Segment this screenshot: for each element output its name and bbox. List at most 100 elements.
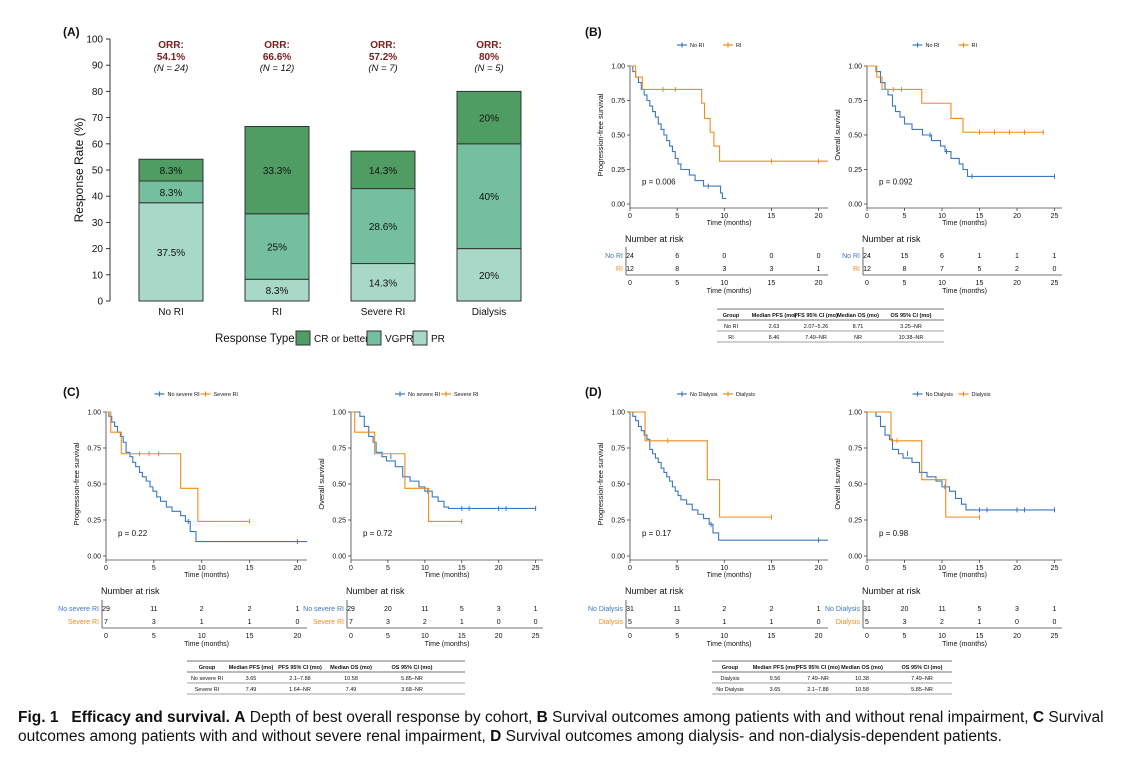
caption-title: Efficacy and survival. — [71, 709, 230, 726]
table-header: PFS 95% CI (mo) — [794, 313, 838, 319]
bar-value-label: 14.3% — [369, 166, 397, 177]
table-header: PFS 95% CI (mo) — [796, 665, 840, 671]
x-axis-title: Time (months) — [707, 220, 752, 227]
bar-value-label: 20% — [479, 271, 499, 282]
table-cell: 8.46 — [769, 335, 780, 341]
table-cell: 9.56 — [770, 676, 781, 682]
table-cell: No severe RI — [191, 676, 224, 682]
bar-value-label: 14.3% — [369, 278, 397, 289]
risk-x-tick-label: 10 — [198, 633, 206, 640]
y-tick-label: 0.50 — [87, 482, 101, 489]
risk-count: 5 — [978, 266, 982, 273]
risk-table-title: Number at risk — [101, 586, 160, 596]
p-value: p = 0.006 — [642, 178, 676, 187]
risk-count: 2 — [200, 606, 204, 613]
risk-count: 29 — [102, 606, 110, 613]
x-tick-label: 5 — [152, 565, 156, 572]
risk-count: 1 — [200, 619, 204, 626]
risk-count: 5 — [628, 619, 632, 626]
x-tick-label: 25 — [1051, 213, 1059, 220]
risk-count: 8 — [675, 266, 679, 273]
y-tick-label: 0.00 — [848, 554, 862, 561]
panel-a-label: (A) — [63, 25, 80, 39]
risk-row-label: No Dialysis — [588, 606, 624, 613]
x-tick-label: 5 — [675, 565, 679, 572]
table-cell: 3.25–NR — [900, 324, 922, 330]
y-axis-title: Overall survival — [317, 458, 326, 510]
y-tick-label: 0.25 — [848, 518, 862, 525]
risk-row-label: Severe RI — [68, 619, 99, 626]
risk-x-tick-label: 15 — [976, 633, 984, 640]
bar-segment — [244, 126, 310, 215]
panel-label: (C) — [63, 385, 80, 399]
km-curve — [867, 65, 1055, 177]
risk-x-tick-label: 0 — [628, 633, 632, 640]
risk-x-tick-label: 20 — [294, 633, 302, 640]
risk-count: 0 — [534, 619, 538, 626]
x-tick-label: No RI — [158, 307, 184, 318]
risk-x-tick-label: 0 — [865, 633, 869, 640]
risk-x-axis-title: Time (months) — [707, 288, 752, 295]
y-tick-label: 0.75 — [611, 98, 625, 105]
risk-count: 7 — [940, 266, 944, 273]
table-header: Group — [722, 665, 739, 671]
bar-segment — [244, 213, 310, 280]
x-tick-label: 5 — [903, 565, 907, 572]
risk-count: 3 — [152, 619, 156, 626]
y-tick-label: 1.00 — [87, 410, 101, 417]
bar-value-label: 8.3% — [160, 188, 183, 199]
x-tick-label: 5 — [675, 213, 679, 220]
risk-count: 0 — [722, 253, 726, 260]
risk-x-tick-label: 20 — [815, 633, 823, 640]
risk-x-axis-title: Time (months) — [184, 641, 229, 648]
risk-table-title: Number at risk — [346, 586, 405, 596]
risk-x-axis-title: Time (months) — [425, 641, 470, 648]
y-tick-label: 0.75 — [611, 446, 625, 453]
legend-label: No severe RI — [168, 392, 201, 398]
table-header: Median OS (mo) — [837, 313, 879, 319]
x-tick-label: 15 — [458, 565, 466, 572]
orr-n: (N = 7) — [368, 63, 397, 74]
risk-x-tick-label: 5 — [386, 633, 390, 640]
risk-count: 20 — [384, 606, 392, 613]
risk-x-tick-label: 10 — [938, 280, 946, 287]
risk-count: 3 — [1015, 606, 1019, 613]
table-cell: 1.64–NR — [289, 687, 311, 693]
risk-count: 24 — [863, 253, 871, 260]
risk-row-label: No severe RI — [58, 606, 99, 613]
risk-count: 2 — [722, 606, 726, 613]
caption-text-a: Depth of best overall response by cohort… — [245, 709, 537, 726]
risk-x-axis-title: Time (months) — [942, 288, 987, 295]
risk-table-title: Number at risk — [862, 234, 921, 244]
risk-count: 2 — [248, 606, 252, 613]
risk-x-tick-label: 25 — [1051, 633, 1059, 640]
x-tick-label: 10 — [720, 213, 728, 220]
orr-head: ORR: — [264, 40, 290, 51]
risk-row-label: No RI — [842, 253, 860, 260]
risk-count: 0 — [497, 619, 501, 626]
table-header: Median OS (mo) — [841, 665, 883, 671]
risk-count: 3 — [386, 619, 390, 626]
caption-text-c: Survival outcomes among patients with an… — [18, 709, 1104, 745]
y-tick-label: 1.00 — [848, 410, 862, 417]
y-tick-label: 70 — [92, 113, 104, 124]
panel-a: (A) 0 10 20 30 40 50 60 70 80 90 100 Response Rate (… — [63, 25, 522, 346]
risk-x-tick-label: 15 — [246, 633, 254, 640]
y-tick-label: 0.75 — [87, 446, 101, 453]
caption-letter-d: D — [490, 728, 502, 745]
bar-value-label: 8.3% — [160, 166, 183, 177]
bar-segment — [350, 188, 416, 265]
bar-segment — [138, 202, 204, 302]
x-tick-label: RI — [272, 307, 282, 318]
risk-x-tick-label: 0 — [865, 280, 869, 287]
x-tick-label: 0 — [628, 565, 632, 572]
legend-title: Response Type — [215, 333, 295, 345]
risk-x-tick-label: 20 — [1013, 280, 1021, 287]
risk-x-tick-label: 10 — [421, 633, 429, 640]
table-cell: 7.49 — [346, 687, 357, 693]
table-cell: NR — [854, 335, 862, 341]
risk-count: 2 — [423, 619, 427, 626]
orr-n: (N = 12) — [260, 63, 295, 74]
legend-swatch — [412, 330, 428, 346]
